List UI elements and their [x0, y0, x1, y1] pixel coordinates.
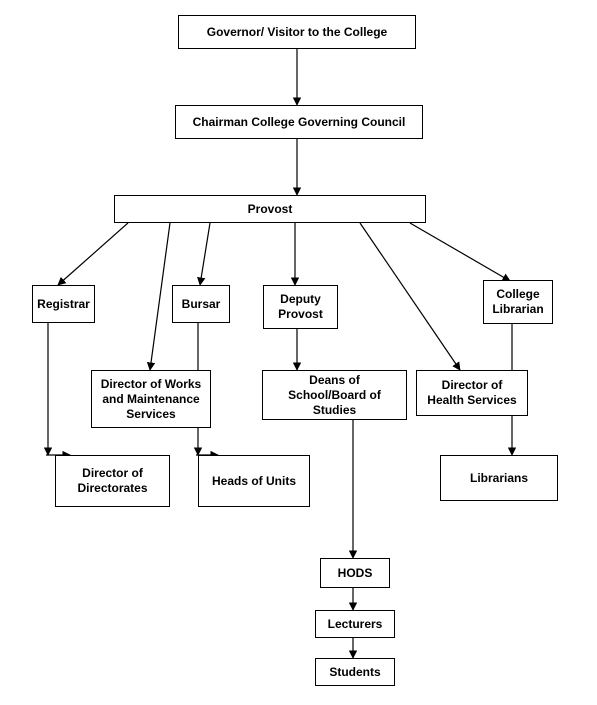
node-label: Bursar: [182, 297, 221, 312]
node-label: College Librarian: [490, 287, 546, 317]
node-label: Librarians: [470, 471, 528, 486]
node-dir-works: Director of Works and Maintenance Servic…: [91, 370, 211, 428]
node-label: Deputy Provost: [270, 292, 331, 322]
node-deans: Deans of School/Board of Studies: [262, 370, 407, 420]
node-bursar: Bursar: [172, 285, 230, 323]
node-students: Students: [315, 658, 395, 686]
node-label: Chairman College Governing Council: [193, 115, 406, 130]
node-label: Students: [329, 665, 380, 680]
node-label: Lecturers: [328, 617, 383, 632]
node-librarians: Librarians: [440, 455, 558, 501]
node-dir-health: Director of Health Services: [416, 370, 528, 416]
node-label: Director of Directorates: [62, 466, 163, 496]
node-label: HODS: [338, 566, 373, 581]
node-registrar: Registrar: [32, 285, 95, 323]
node-label: Registrar: [37, 297, 90, 312]
node-lecturers: Lecturers: [315, 610, 395, 638]
node-college-librarian: College Librarian: [483, 280, 553, 324]
node-label: Provost: [248, 202, 293, 217]
node-label: Deans of School/Board of Studies: [269, 373, 400, 418]
node-chairman: Chairman College Governing Council: [175, 105, 423, 139]
node-label: Heads of Units: [212, 474, 296, 489]
node-provost: Provost: [114, 195, 426, 223]
node-deputy-provost: Deputy Provost: [263, 285, 338, 329]
org-chart-canvas: Governor/ Visitor to the College Chairma…: [0, 0, 597, 705]
node-label: Governor/ Visitor to the College: [207, 25, 387, 40]
node-governor: Governor/ Visitor to the College: [178, 15, 416, 49]
node-label: Director of Works and Maintenance Servic…: [98, 377, 204, 422]
node-heads-units: Heads of Units: [198, 455, 310, 507]
node-dir-directorates: Director of Directorates: [55, 455, 170, 507]
node-label: Director of Health Services: [423, 378, 521, 408]
node-hods: HODS: [320, 558, 390, 588]
